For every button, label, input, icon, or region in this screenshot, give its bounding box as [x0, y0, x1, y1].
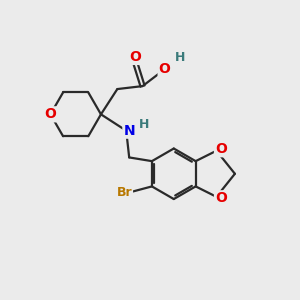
- Text: H: H: [175, 51, 185, 64]
- Text: H: H: [139, 118, 149, 131]
- Text: Br: Br: [116, 186, 132, 199]
- Text: O: O: [129, 50, 141, 64]
- Text: O: O: [159, 62, 170, 76]
- Text: O: O: [215, 191, 227, 205]
- Text: O: O: [44, 107, 56, 121]
- Text: N: N: [123, 124, 135, 138]
- Text: O: O: [215, 142, 227, 156]
